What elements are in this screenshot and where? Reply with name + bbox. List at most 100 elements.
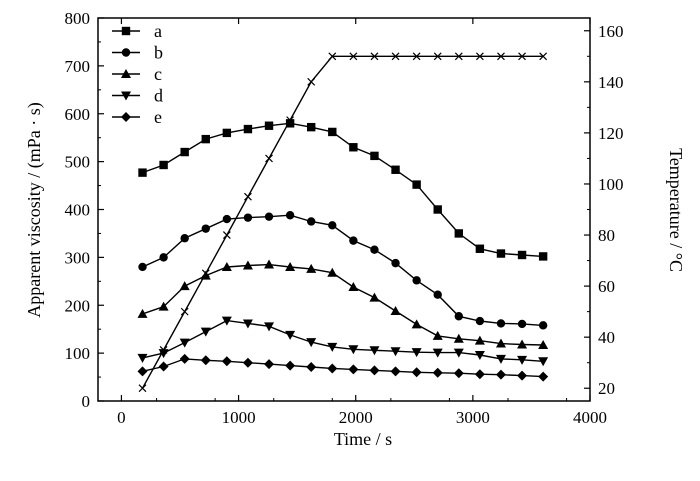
y-tick-label: 700 (65, 57, 91, 76)
series-b-point (370, 245, 379, 254)
series-d-point (327, 342, 338, 352)
series-c-point (474, 335, 485, 345)
y2-axis-title: Temperature / °C (666, 148, 686, 272)
series-b-point (243, 213, 253, 222)
series-temperature-point (265, 154, 273, 163)
series-d-point (306, 338, 317, 348)
legend-marker-a (121, 26, 131, 36)
legend-label-a: a (154, 21, 162, 41)
series-temperature-point (539, 52, 548, 61)
series-b-point (454, 312, 463, 321)
y2-tick-label: 140 (598, 73, 624, 92)
series-temperature-point (349, 52, 358, 61)
series-b-point (307, 217, 316, 226)
series-a-point (454, 229, 463, 238)
series-c-point (390, 305, 401, 315)
series-temperature-point (454, 52, 463, 61)
series-b-point (264, 212, 274, 221)
series-b-point (538, 321, 548, 330)
series-b-point (201, 224, 210, 233)
series-c-point (264, 259, 275, 269)
y-tick-label: 800 (65, 9, 91, 28)
series-b-point (391, 258, 400, 268)
series-a-point (412, 180, 421, 189)
y-tick-label: 100 (65, 344, 91, 363)
series-c-line (142, 263, 544, 346)
series-c-point (348, 282, 359, 292)
series-temperature-point (433, 52, 442, 61)
series-a-point (180, 147, 189, 157)
series-e-point (306, 362, 317, 373)
series-a-point (349, 143, 358, 152)
legend-marker-e (121, 112, 131, 122)
legend-marker-d (121, 91, 131, 101)
series-a-point (201, 134, 210, 144)
series-b-point (328, 221, 337, 230)
series-e-point (242, 357, 253, 368)
series-c-point (517, 339, 528, 349)
series-temperature-point (370, 52, 379, 61)
series-e-point (495, 369, 506, 380)
series-a-point (370, 151, 379, 161)
series-c-point (432, 330, 443, 340)
x-tick-label: 3000 (456, 408, 490, 427)
series-c-point (242, 260, 253, 270)
series-c-point (327, 267, 338, 277)
series-e-point (348, 364, 359, 375)
y-tick-label: 200 (65, 296, 91, 315)
y2-tick-label: 40 (598, 328, 615, 347)
y2-tick-label: 60 (598, 277, 615, 296)
y2-tick-label: 160 (598, 22, 624, 41)
series-c-point (137, 308, 148, 318)
series-e-point (474, 369, 485, 380)
series-a-point (222, 128, 232, 138)
series-b-point (138, 262, 147, 272)
series-c-point (221, 261, 232, 271)
series-temperature-point (244, 192, 252, 201)
series-e-point (179, 353, 190, 364)
series-d-point (348, 345, 359, 355)
x-tick-label: 1000 (222, 408, 256, 427)
series-a-point (475, 244, 485, 253)
series-d-point (242, 319, 253, 329)
series-c-point (453, 333, 464, 343)
series-d-point (369, 346, 380, 356)
x-tick-label: 2000 (339, 408, 373, 427)
series-a-point (243, 124, 253, 134)
series-b-point (517, 319, 527, 329)
series-a-point (328, 127, 337, 137)
series-c-point (200, 270, 211, 280)
series-d-point (137, 353, 148, 363)
series-c-point (369, 292, 380, 302)
series-e-point (432, 367, 443, 378)
series-temperature-point (180, 307, 189, 316)
series-a-point (285, 119, 295, 128)
series-e-point (221, 356, 232, 367)
series-b-point (159, 253, 168, 262)
x-tick-label: 4000 (573, 408, 607, 427)
series-b-point (412, 276, 421, 285)
series-c-point (411, 319, 422, 329)
x-tick-label: 0 (117, 408, 126, 427)
series-temperature-point (475, 52, 484, 61)
series-d-point (221, 316, 232, 326)
series-e-point (538, 371, 549, 382)
series-c-point (306, 263, 317, 273)
y-tick-label: 300 (65, 248, 91, 267)
series-b-point (180, 234, 189, 243)
series-d-point (495, 354, 506, 364)
legend-marker-c (121, 69, 131, 78)
series-temperature-point (518, 52, 526, 61)
series-e-point (327, 363, 338, 374)
series-b-point (285, 211, 295, 220)
legend-label-c: c (154, 64, 162, 84)
series-d-point (411, 348, 422, 358)
series-a-point (391, 165, 400, 174)
y-tick-label: 400 (65, 201, 91, 220)
series-temperature-point (412, 52, 421, 61)
series-b-point (222, 214, 232, 224)
series-temperature-point (159, 346, 168, 354)
series-d-point (453, 348, 464, 358)
y2-tick-label: 100 (598, 175, 624, 194)
